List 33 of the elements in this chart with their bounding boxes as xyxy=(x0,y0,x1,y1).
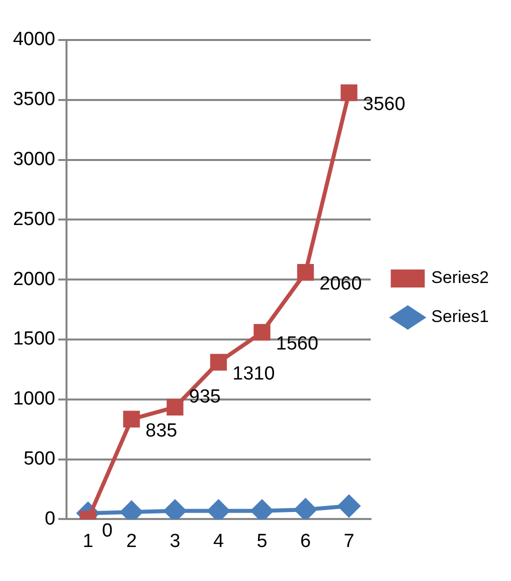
x-tick-label: 7 xyxy=(344,530,354,552)
legend-label: Series1 xyxy=(431,307,489,326)
data-label: 3560 xyxy=(363,94,406,115)
point xyxy=(338,495,360,518)
x-tick-label: 4 xyxy=(213,530,224,552)
y-tick-label: 500 xyxy=(24,448,56,470)
y-tick-label: 0 xyxy=(44,508,56,530)
point xyxy=(123,410,140,428)
point xyxy=(297,264,314,281)
x-tick-label: 1 xyxy=(82,530,94,552)
y-tick-label: 4000 xyxy=(12,29,56,50)
y-tick-label: 2000 xyxy=(12,268,56,290)
legend-label: Series2 xyxy=(431,268,489,288)
point xyxy=(340,84,358,102)
y-tick-label: 1000 xyxy=(12,388,56,410)
y-tick-label: 3500 xyxy=(12,89,56,110)
data-label: 2060 xyxy=(320,274,362,295)
point xyxy=(254,324,270,341)
x-tick-label: 3 xyxy=(170,530,180,552)
data-label: 935 xyxy=(189,386,221,408)
y-tick-label: 2500 xyxy=(12,208,56,230)
point xyxy=(294,498,317,520)
point xyxy=(166,398,184,416)
point xyxy=(210,354,227,371)
x-tick-label: 2 xyxy=(126,530,137,552)
y-tick-label: 1500 xyxy=(12,328,56,350)
y-tick-label: 3000 xyxy=(12,149,56,170)
data-label: 1560 xyxy=(276,334,318,355)
x-tick-label: 5 xyxy=(256,530,268,552)
x-tick-label: 6 xyxy=(300,530,311,552)
data-label: 0 xyxy=(102,520,113,542)
data-label: 1310 xyxy=(232,363,275,384)
data-label: 835 xyxy=(146,420,178,442)
